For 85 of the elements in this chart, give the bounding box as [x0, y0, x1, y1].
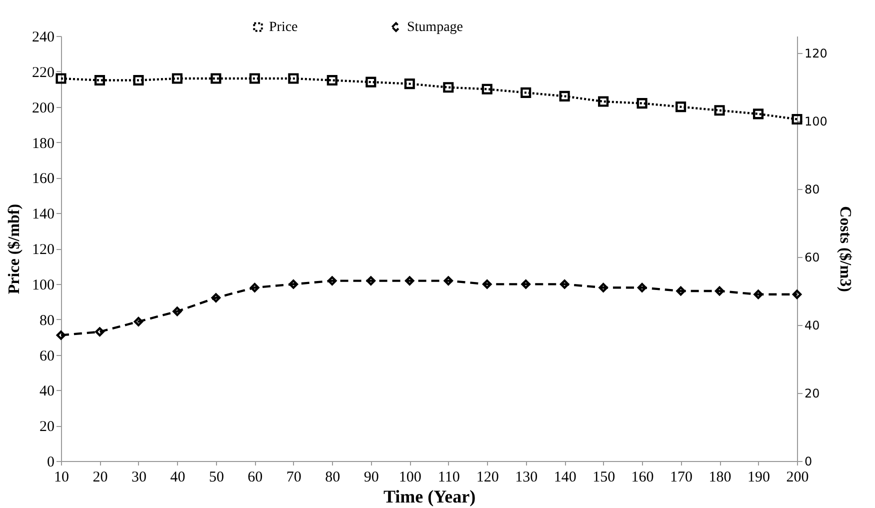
x-tick-label: 180 [708, 470, 732, 486]
point [328, 276, 337, 286]
x-tick-label: 130 [515, 470, 538, 486]
point [714, 286, 724, 296]
point [714, 105, 725, 116]
point [326, 74, 338, 86]
x-tick-label: 60 [248, 470, 263, 486]
x-tick-label: 40 [170, 470, 186, 486]
point [56, 73, 66, 84]
point [754, 290, 763, 300]
y-tick-label: 140 [32, 206, 54, 223]
y2-tick-label: 40 [804, 318, 820, 332]
point [444, 276, 454, 286]
point [288, 280, 298, 289]
point [482, 280, 492, 289]
y-tick-label: 40 [40, 384, 54, 400]
point [598, 282, 608, 292]
point [211, 293, 221, 302]
x-axis-title: Time (Year) [383, 486, 476, 506]
point [637, 282, 647, 292]
y-tick-label: 120 [32, 242, 54, 258]
y-tick-label: 80 [40, 312, 54, 329]
x-tick-label: 170 [670, 470, 693, 486]
point [404, 276, 414, 286]
y2-tick-label: 0 [804, 454, 812, 468]
y-tick-label: 200 [32, 100, 54, 116]
legend-label: Price [269, 20, 298, 36]
x-tick-label: 90 [364, 470, 379, 486]
point [676, 286, 686, 296]
y-tick-label: 160 [32, 171, 54, 188]
x-tick-label: 140 [554, 470, 576, 486]
y2-tick-label: 100 [804, 114, 828, 128]
x-tick-label: 70 [286, 470, 302, 486]
y-axis-title: Price ($/mbf) [6, 204, 23, 294]
point [792, 114, 802, 125]
point [598, 96, 609, 107]
x-tick-label: 120 [476, 470, 499, 486]
y2-axis-title: Costs ($/m3) [836, 206, 854, 292]
point [134, 316, 144, 326]
x-tick-label: 100 [398, 470, 422, 486]
legend-label: Stumpage [407, 20, 463, 36]
y2-tick-label: 20 [804, 386, 820, 400]
x-tick-label: 10 [54, 470, 69, 486]
x-tick-label: 50 [208, 470, 224, 486]
point [94, 74, 106, 86]
point [133, 74, 144, 86]
point [56, 330, 66, 340]
point [520, 87, 532, 98]
y2-tick-label: 120 [804, 46, 828, 60]
point [210, 73, 222, 84]
point [560, 280, 570, 289]
x-tick-label: 160 [631, 470, 654, 486]
x-tick-label: 200 [786, 470, 809, 486]
point [366, 276, 376, 286]
x-tick-label: 110 [438, 470, 460, 486]
y-tick-label: 240 [32, 30, 54, 46]
y-tick-label: 180 [32, 136, 54, 152]
x-tick-label: 30 [131, 470, 146, 486]
x-tick-label: 150 [592, 470, 616, 486]
point [288, 73, 299, 84]
point [792, 290, 802, 300]
point [676, 102, 686, 112]
point [443, 82, 454, 93]
x-tick-label: 190 [748, 470, 770, 486]
point [172, 306, 182, 316]
y-tick-label: 0 [47, 454, 54, 470]
point [521, 280, 530, 289]
point [249, 73, 260, 84]
point [172, 73, 182, 84]
y2-tick-label: 60 [804, 250, 820, 264]
x-tick-label: 20 [92, 470, 108, 486]
point [752, 108, 764, 120]
point [636, 98, 648, 109]
point [250, 282, 260, 292]
point [366, 76, 376, 88]
point [482, 84, 492, 94]
y-tick-label: 100 [32, 277, 54, 294]
y-tick-label: 220 [32, 64, 54, 81]
point [404, 78, 415, 90]
y2-tick-label: 80 [804, 182, 820, 196]
y-tick-label: 20 [40, 419, 54, 436]
point [559, 90, 570, 102]
y-tick-label: 60 [40, 348, 54, 364]
point [95, 327, 104, 336]
x-tick-label: 80 [325, 470, 340, 486]
